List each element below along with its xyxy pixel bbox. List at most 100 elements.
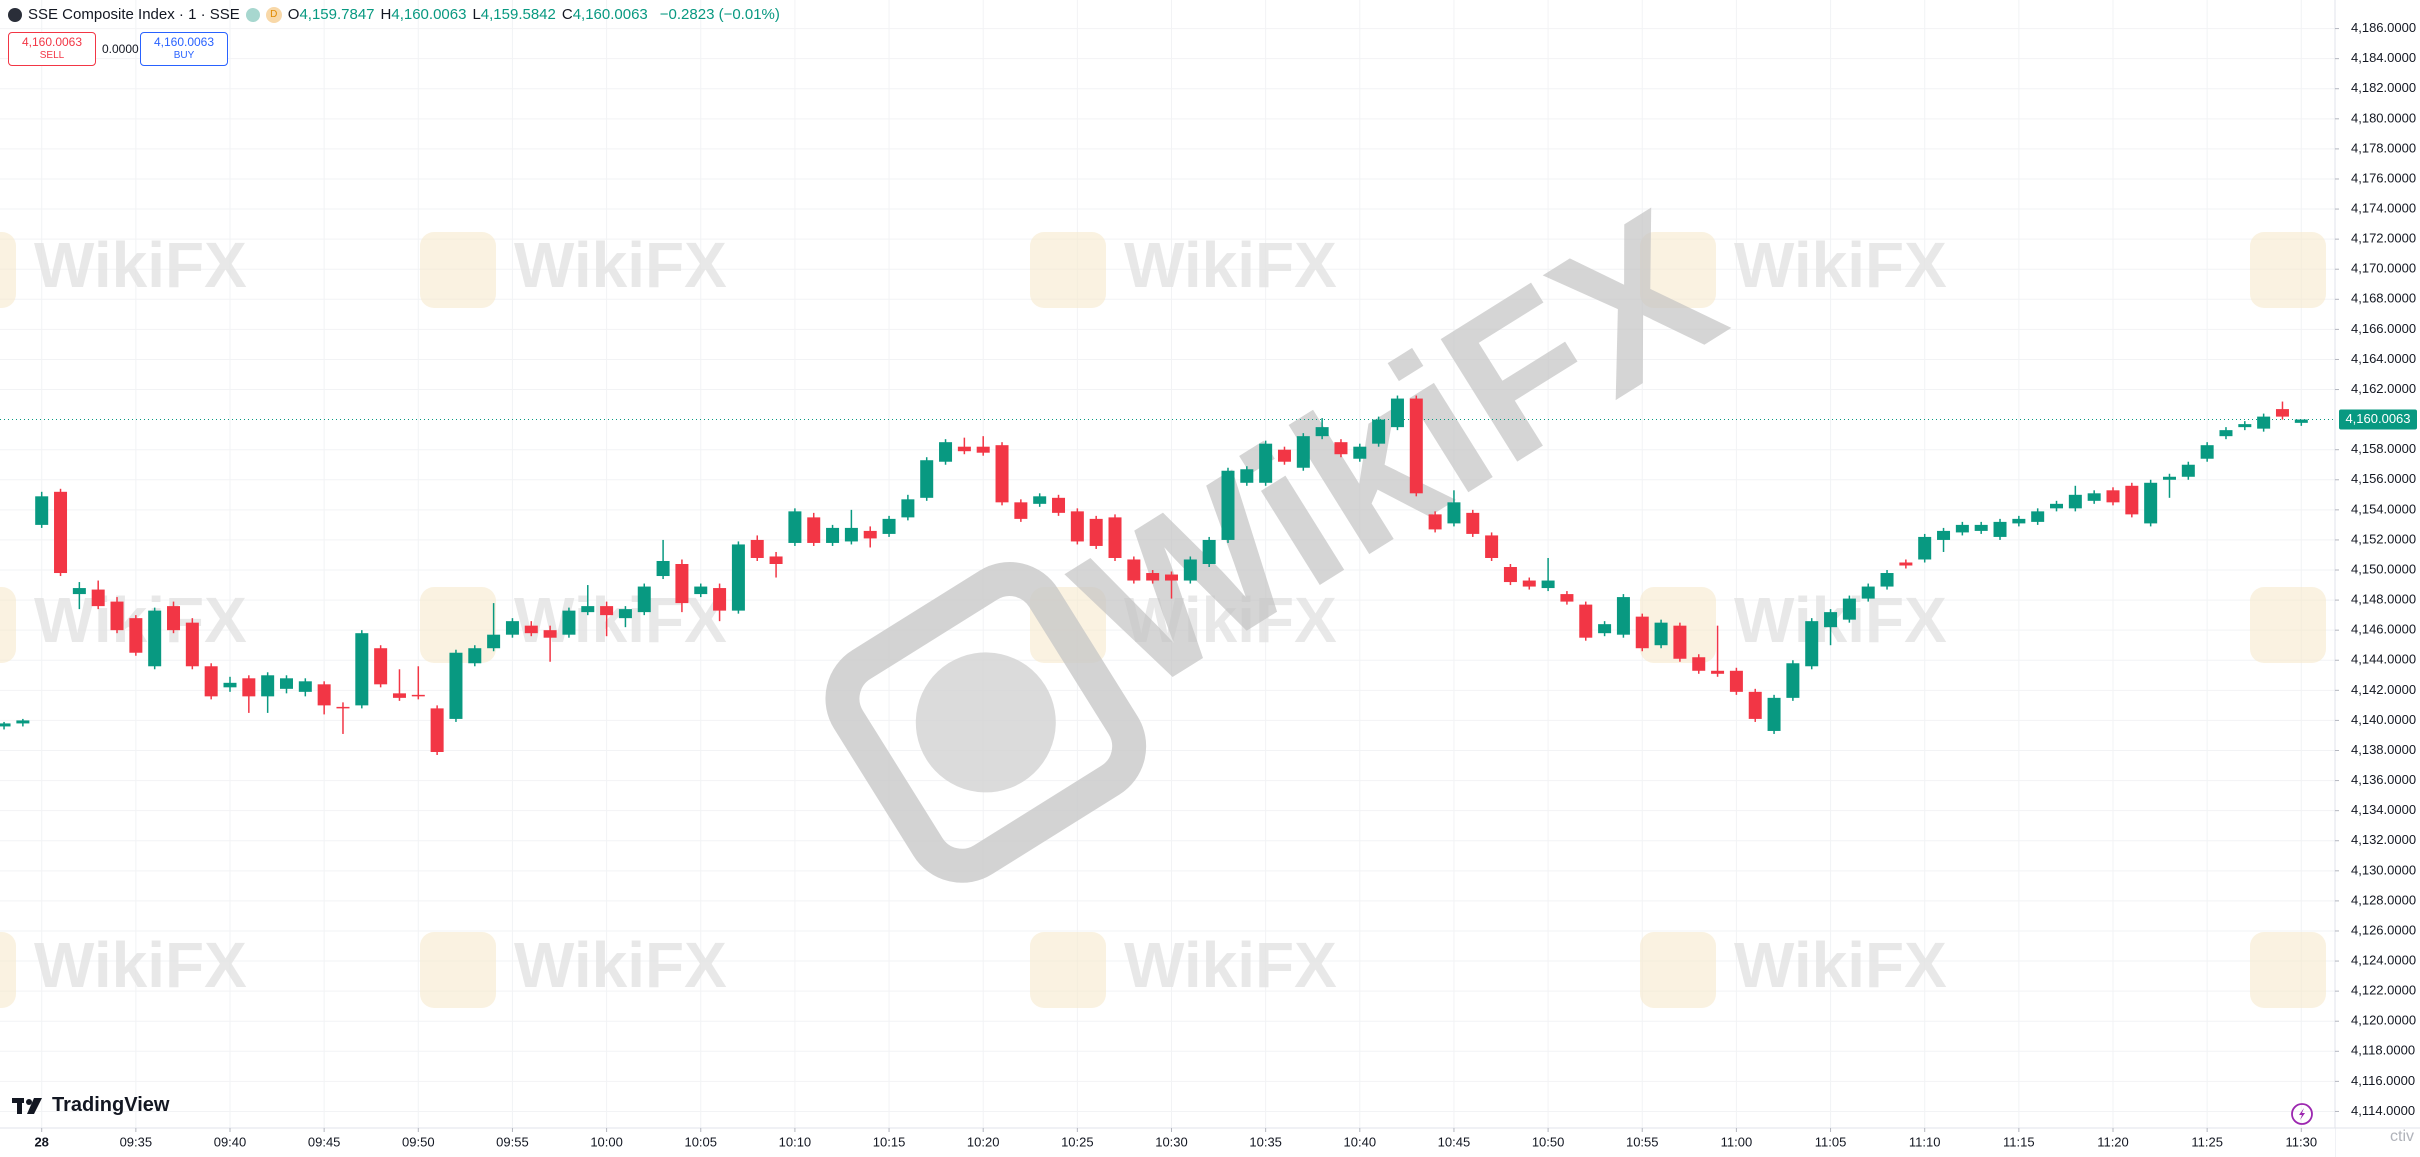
candle-body xyxy=(939,442,953,462)
candle-body xyxy=(1824,612,1838,628)
candle-body xyxy=(392,693,406,698)
y-tick-label: 4,118.0000 xyxy=(2351,1043,2415,1058)
candle-body xyxy=(1937,530,1951,540)
ohlc-values: O4,159.7847 H4,160.0063 L4,159.5842 C4,160.… xyxy=(288,6,654,23)
candle-body xyxy=(882,518,896,534)
candle-body xyxy=(1390,398,1404,428)
candle-body xyxy=(957,446,971,452)
y-tick-label: 4,146.0000 xyxy=(2351,622,2416,637)
y-tick-label: 4,176.0000 xyxy=(2351,170,2416,185)
candle-body xyxy=(1202,539,1216,564)
watermark-icon xyxy=(420,232,496,308)
candle-body xyxy=(524,625,538,634)
y-tick-label: 4,122.0000 xyxy=(2351,983,2416,998)
symbol-icon xyxy=(8,7,22,22)
candle-body xyxy=(713,588,727,611)
candle-body xyxy=(54,491,68,574)
candle-body xyxy=(355,633,369,706)
candle-body xyxy=(618,609,632,619)
candle-body xyxy=(1598,624,1612,634)
candle-body xyxy=(1447,502,1461,524)
y-tick-label: 4,162.0000 xyxy=(2351,381,2416,396)
y-tick-label: 4,136.0000 xyxy=(2351,772,2416,787)
candle-body xyxy=(1522,580,1536,587)
y-tick-label: 4,116.0000 xyxy=(2351,1073,2415,1088)
watermark-text: WikiFX xyxy=(514,929,727,1001)
y-tick-label: 4,180.0000 xyxy=(2351,110,2416,125)
time-axis xyxy=(0,1128,2335,1157)
tradingview-logo[interactable]: TradingView xyxy=(12,1094,169,1117)
x-tick-label: 10:30 xyxy=(1155,1134,1188,1149)
buy-label: BUY xyxy=(173,50,195,61)
y-tick-label: 4,156.0000 xyxy=(2351,471,2416,486)
watermark-text: WikiFX xyxy=(1734,929,1947,1001)
alert-icon[interactable] xyxy=(2291,1103,2313,1125)
x-tick-label: 09:50 xyxy=(402,1134,435,1149)
candle-body xyxy=(1089,518,1103,546)
x-tick-label: 11:05 xyxy=(1815,1134,1847,1149)
x-tick-label: 09:35 xyxy=(120,1134,153,1149)
y-tick-label: 4,154.0000 xyxy=(2351,501,2416,516)
y-tick-label: 4,114.0000 xyxy=(2351,1103,2415,1118)
sell-price: 4,160.0063 xyxy=(21,35,83,49)
candle-body xyxy=(72,588,86,595)
x-tick-label: 10:00 xyxy=(590,1134,623,1149)
watermark-logo xyxy=(825,562,1147,883)
y-tick-label: 4,144.0000 xyxy=(2351,652,2416,667)
watermark-icon xyxy=(1640,932,1716,1008)
sell-label: SELL xyxy=(39,50,65,61)
candle-body xyxy=(411,694,425,697)
candle-body xyxy=(920,460,934,498)
candle-body xyxy=(2125,485,2139,515)
candle-body xyxy=(863,530,877,539)
buy-button[interactable]: 4,160.0063 BUY xyxy=(140,32,228,66)
watermark-icon xyxy=(2250,232,2326,308)
candle-body xyxy=(807,517,821,543)
candle-body xyxy=(1541,580,1555,589)
symbol-name[interactable]: SSE Composite Index · 1 · SSE xyxy=(28,6,240,23)
ohlc-label: O xyxy=(287,6,300,23)
x-tick-label: 09:45 xyxy=(308,1134,341,1149)
candle-body xyxy=(430,708,444,752)
symbol-header: SSE Composite Index · 1 · SSE D O4,159.7… xyxy=(8,6,786,23)
candle-body xyxy=(242,678,256,697)
candle-body xyxy=(656,560,670,577)
y-tick-label: 4,172.0000 xyxy=(2351,231,2416,246)
candle-body xyxy=(110,601,124,631)
candle-body xyxy=(129,618,143,653)
candle-body xyxy=(1108,517,1122,558)
corner-text: ctiv xyxy=(2390,1128,2414,1145)
x-tick-label: 10:05 xyxy=(684,1134,717,1149)
ohlc-value: 4,160.0063 xyxy=(391,6,467,23)
candle-body xyxy=(261,675,275,697)
x-tick-label: 10:15 xyxy=(873,1134,906,1149)
y-tick-label: 4,174.0000 xyxy=(2351,200,2416,215)
candle-body xyxy=(487,634,501,649)
y-tick-label: 4,164.0000 xyxy=(2351,351,2416,366)
watermark-text: WikiFX xyxy=(1734,229,1947,301)
candle-body xyxy=(1259,443,1273,483)
candle-body xyxy=(675,564,689,604)
candle-body xyxy=(2238,424,2252,428)
candle-body xyxy=(600,606,614,616)
x-tick-label: 10:20 xyxy=(967,1134,1000,1149)
candle-body xyxy=(0,723,11,727)
alert-circle xyxy=(2291,1103,2313,1125)
candle-body xyxy=(562,610,576,635)
candle-body xyxy=(1221,470,1235,540)
candle-body xyxy=(148,610,162,667)
candle-body xyxy=(788,511,802,543)
logo-mark xyxy=(12,1097,42,1114)
candle-body xyxy=(2050,503,2064,509)
watermark-text: WikiFX xyxy=(1124,229,1337,301)
candle-body xyxy=(1428,514,1442,530)
candle-body xyxy=(35,496,49,525)
candle-body xyxy=(2144,482,2158,524)
candle-body xyxy=(2219,430,2233,437)
sell-button[interactable]: 4,160.0063 SELL xyxy=(8,32,96,66)
candle-body xyxy=(1861,586,1875,599)
candle-body xyxy=(1616,597,1630,635)
x-tick-label: 11:25 xyxy=(2191,1134,2223,1149)
